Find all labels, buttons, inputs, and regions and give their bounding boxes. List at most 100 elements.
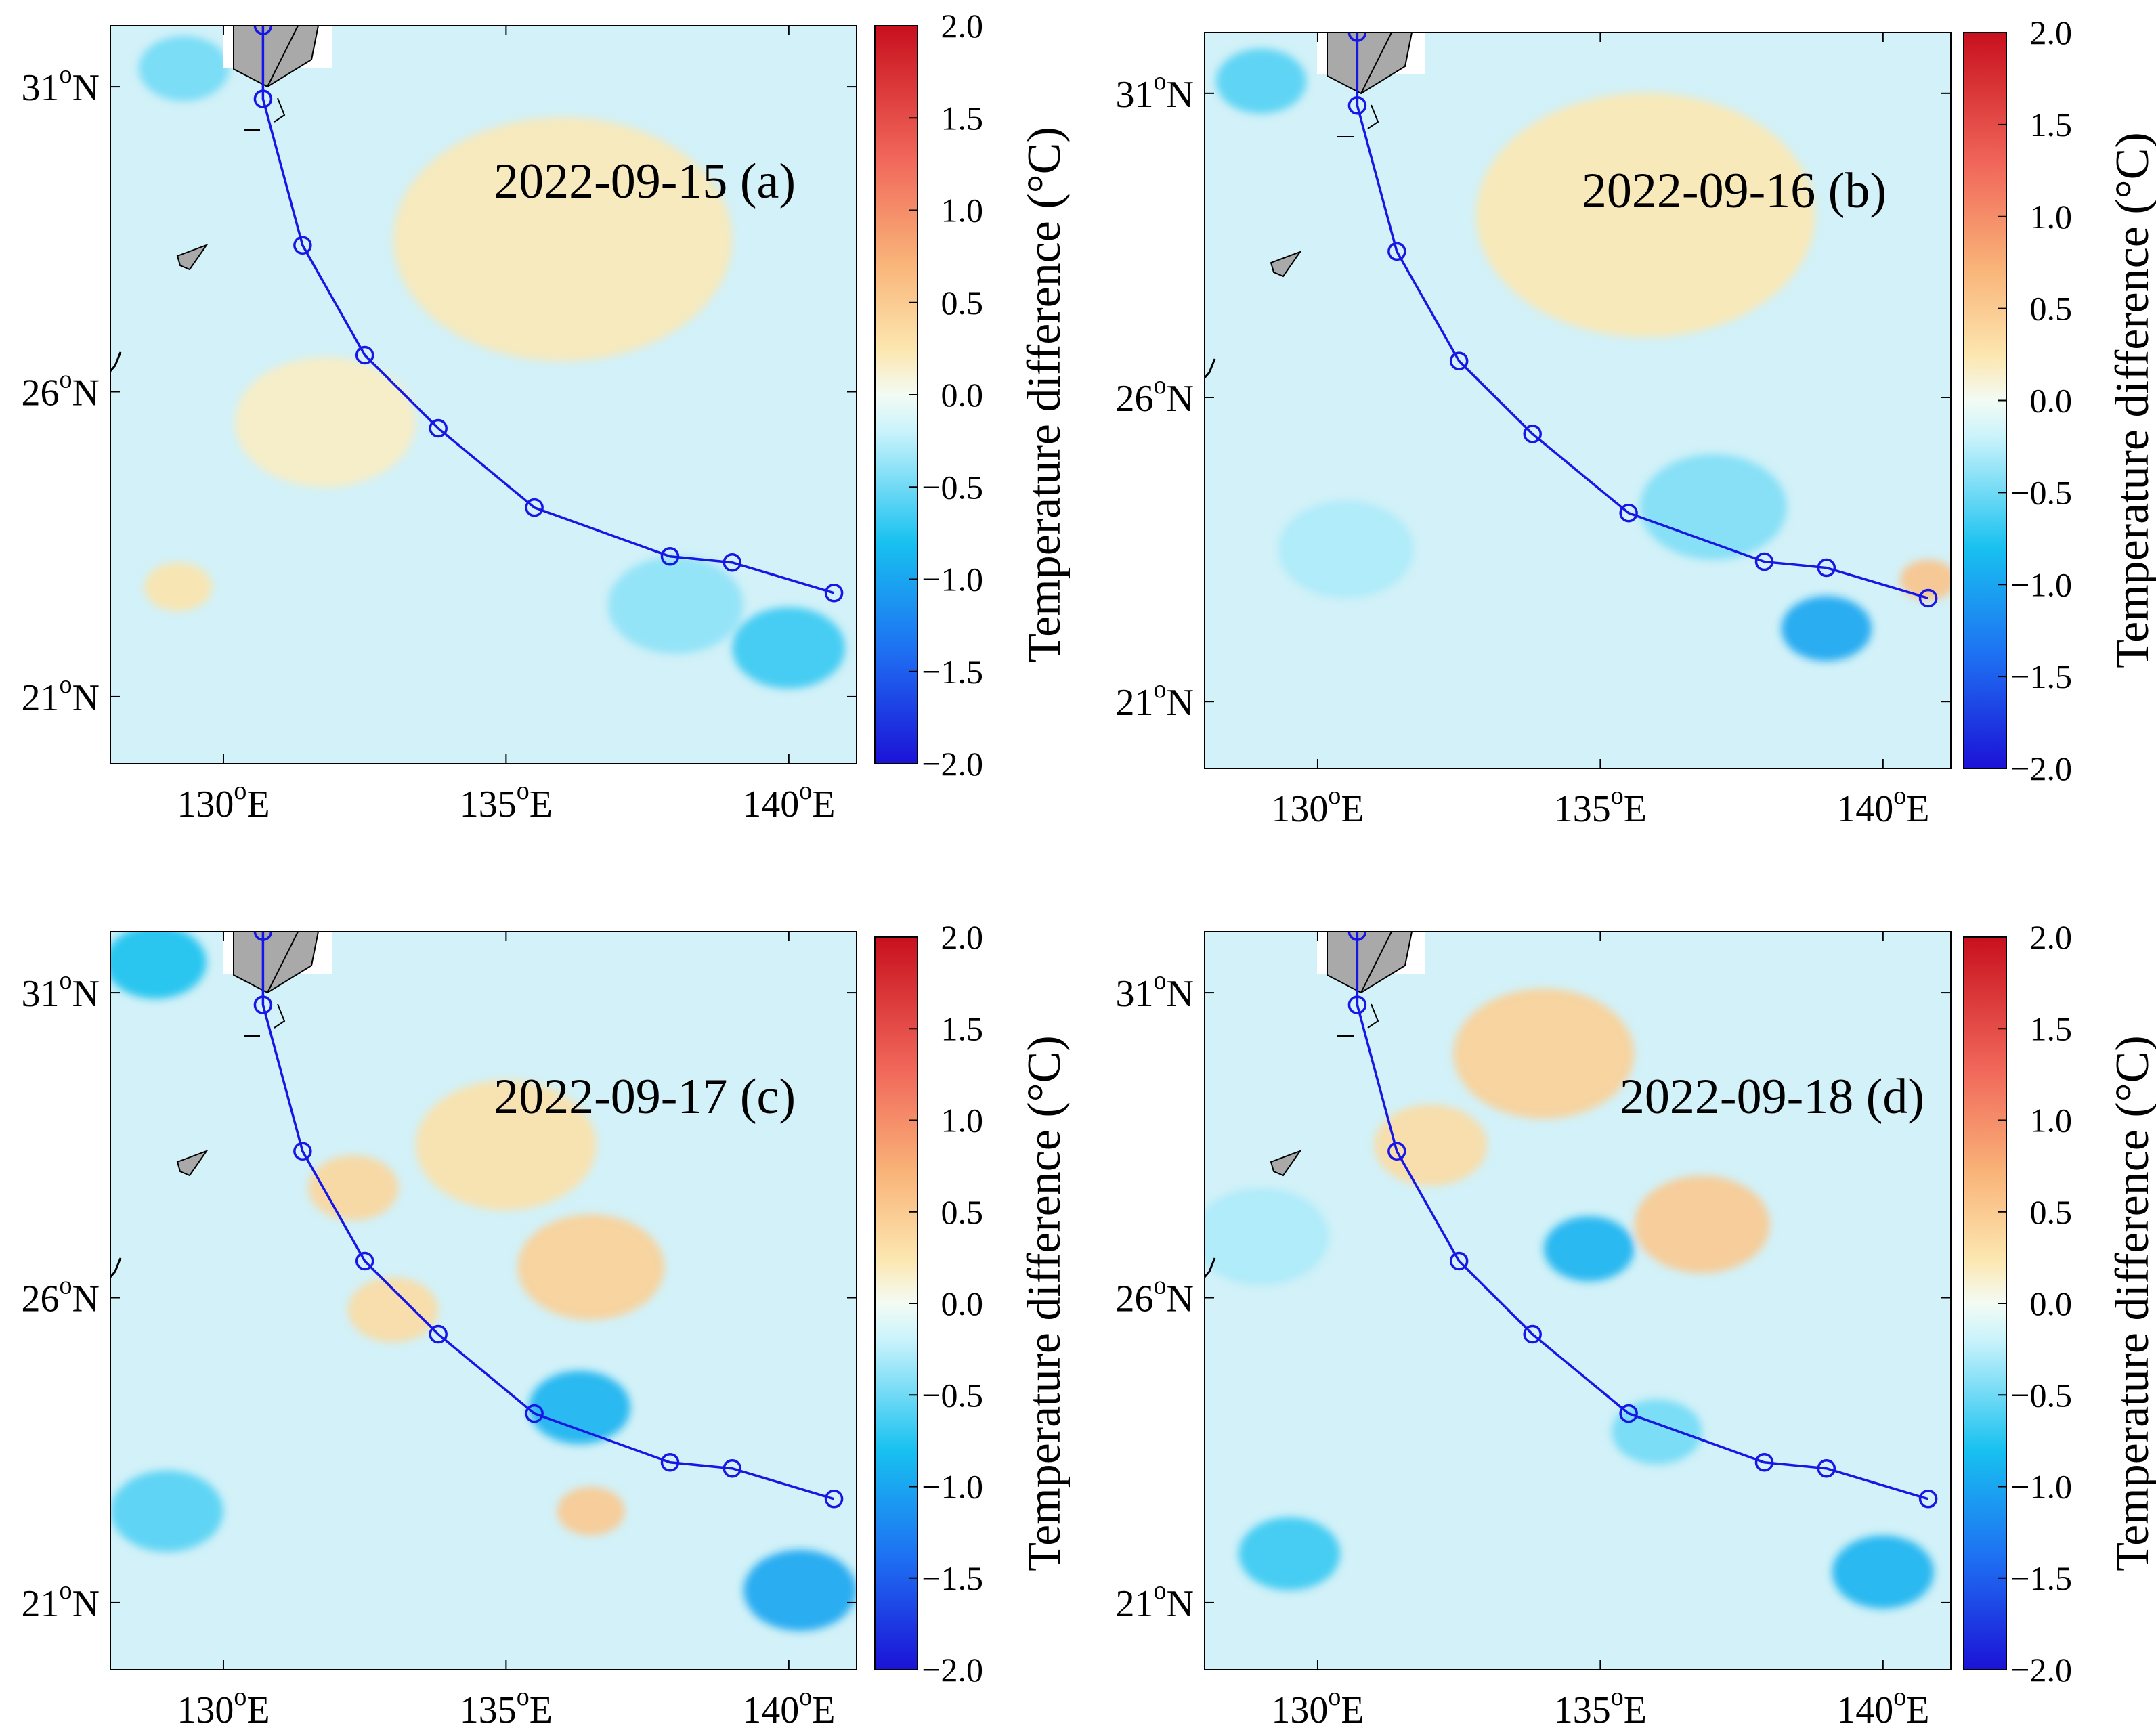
axis-ticks: 130oE 135oE 140oE 31oN 26oN 21oN [1116,33,1951,830]
colorbar-tick-label: 1.0 [2030,198,2073,236]
track-point [253,932,273,941]
y-tick-label: 26oN [22,1271,100,1320]
x-tick-label: 140oE [1836,781,1929,830]
sst-anomaly-warm [1453,988,1635,1119]
colorbar-tick-label: −1.5 [2010,657,2072,695]
colorbar-tick-label: 1.5 [941,99,984,137]
x-tick-label: 140oE [1836,1683,1929,1731]
colorbar-tick-label: −1.0 [922,1468,983,1506]
sst-anomaly-warm [1475,93,1815,337]
track-point [253,89,273,108]
track-point [525,1404,544,1423]
colorbar-tick-label: −2.0 [2010,1651,2072,1689]
colorbar-tick-label: 2.0 [2030,918,2073,956]
colorbar-tick-label: 1.5 [2030,1010,2073,1047]
colorbar-tick-label: −0.5 [2010,1376,2072,1414]
track-line [1356,932,1929,1500]
colorbar-label: Temperature difference (°C) [2107,1035,2156,1571]
panel-d: 130oE 135oE 140oE 31oN 26oN 21oN 2022-09-18 (… [1116,918,2156,1731]
y-tick-label: 26oN [1116,371,1194,420]
map-frame [1204,32,1952,769]
track-point [293,1142,312,1161]
colorbar: 2.0 1.5 1.0 0.5 0.0 −0.5 −1.0 −1.5 −2.0 Temperat… [874,918,1071,1689]
sst-anomaly-warm [144,562,213,611]
axis-ticks: 130oE 135oE 140oE 31oN 26oN 21oN [22,932,857,1731]
x-tick-label: 130oE [1271,1683,1364,1731]
typhoon-track [1348,932,1938,1509]
x-tick-label: 130oE [177,1683,270,1731]
track-line [1356,33,1929,600]
sst-anomaly-field [1215,48,1951,662]
colorbar-tick-label: −2.0 [922,1651,983,1689]
sst-anomaly-cold [1215,48,1307,114]
colorbar-tick-label: 0.0 [2030,1284,2073,1322]
land-japan [1205,932,1425,1278]
colorbar-tick-label: 0.5 [941,284,984,322]
y-tick-label: 21oN [1116,1576,1194,1625]
sst-anomaly-cold [732,607,846,689]
sst-anomaly-warm [517,1214,665,1320]
colorbar-tick-label: 2.0 [941,918,984,956]
panel-a: 130oE 135oE 140oE 31oN 26oN 21oN 2022-09-15 (… [22,7,1071,825]
x-tick-label: 140oE [742,777,835,825]
sst-anomaly-warm [1374,1104,1488,1186]
sst-anomaly-warm [1634,1175,1770,1274]
y-tick-label: 21oN [22,670,100,719]
track-point [660,1452,680,1472]
sst-anomaly-cold [110,1470,223,1552]
panel-b: 130oE 135oE 140oE 31oN 26oN 21oN 2022-09-16 (… [1116,14,2156,830]
x-tick-label: 135oE [1554,1683,1647,1731]
colorbar-label: Temperature difference (°C) [1018,1035,1071,1571]
colorbar: 2.0 1.5 1.0 0.5 0.0 −0.5 −1.0 −1.5 −2.0 Temperat… [874,7,1071,783]
track-point [1348,932,1367,941]
track-point [1619,1404,1638,1423]
land-japan [110,932,332,1278]
y-tick-label: 31oN [22,966,100,1015]
sst-anomaly-warm [393,116,733,362]
sst-anomaly-cold [1238,1517,1341,1590]
track-point [429,418,448,438]
sst-anomaly-warm [347,1277,439,1343]
sst-anomaly-cold [1205,1188,1329,1286]
track-point [293,236,312,255]
y-tick-label: 21oN [22,1576,100,1625]
sst-anomaly-cold [110,932,207,999]
colorbar-label: Temperature difference (°C) [1018,127,1071,662]
x-tick-label: 130oE [177,777,270,825]
colorbar-tick-label: −1.5 [922,1559,983,1597]
track-point [1523,425,1542,443]
colorbar-tick-label: −0.5 [2010,473,2072,511]
track-point [1754,552,1774,571]
y-tick-label: 31oN [1116,67,1194,116]
colorbar-tick-label: −2.0 [2010,750,2072,787]
x-tick-label: 140oE [742,1683,835,1731]
track-point [1348,995,1367,1014]
sst-anomaly-warm [557,1486,625,1536]
track-point [723,553,742,572]
axis-ticks: 130oE 135oE 140oE 31oN 26oN 21oN [22,26,857,825]
sst-anomaly-warm [415,1080,597,1211]
track-point [253,995,273,1014]
colorbar-ticks: 2.0 1.5 1.0 0.5 0.0 −0.5 −1.0 −1.5 −2.0 [1998,14,2072,787]
track-point [1348,96,1367,115]
track-point [660,546,680,566]
x-tick-label: 135oE [1554,781,1647,830]
colorbar-tick-label: −1.0 [2010,565,2072,603]
track-point [1754,1452,1774,1472]
y-tick-label: 31oN [22,60,100,109]
track-point [1348,33,1367,42]
track-point [1619,503,1638,523]
colorbar-tick-label: −2.0 [922,745,983,783]
map-background [110,932,857,1670]
colorbar-tick-label: 0.5 [2030,290,2073,328]
colorbar-tick-label: 2.0 [941,7,984,45]
track-point [1449,1251,1469,1271]
colorbar-tick-label: 1.0 [941,192,984,230]
map-frame [110,25,857,764]
track-point [1817,1458,1836,1478]
track-point [525,498,544,517]
map-frame [110,931,857,1670]
land-japan [1205,33,1425,378]
colorbar-ticks: 2.0 1.5 1.0 0.5 0.0 −0.5 −1.0 −1.5 −2.0 [909,7,983,783]
